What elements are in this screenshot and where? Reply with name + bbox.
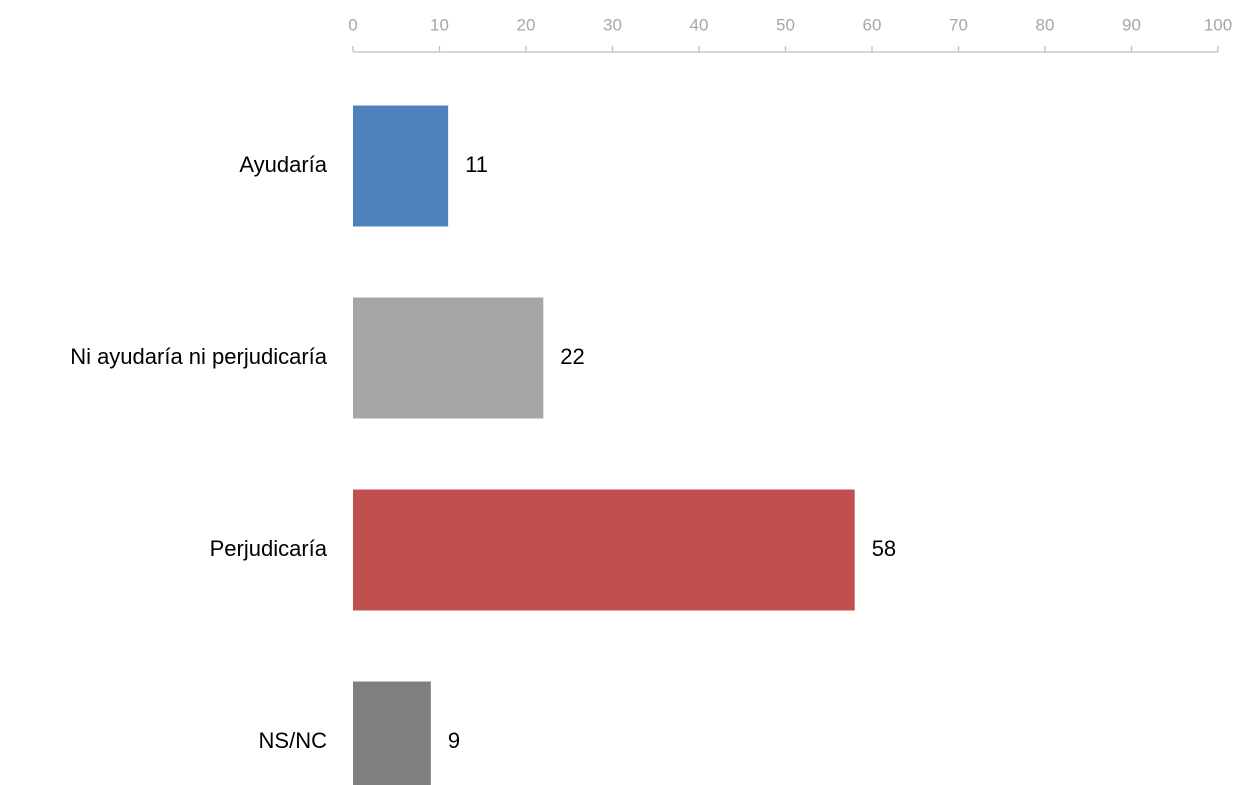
data-label: 11: [465, 152, 488, 177]
x-tick-label: 50: [776, 15, 795, 34]
bar: [353, 297, 544, 419]
bar: [353, 105, 449, 227]
data-label: 9: [448, 728, 460, 753]
bars: [353, 105, 855, 785]
x-tick-label: 20: [517, 15, 536, 34]
data-labels: 11 22 58 9: [448, 152, 896, 753]
x-axis: 0 10 20 30 40 50 60 70 80 90 100: [348, 15, 1232, 53]
category-label: Perjudicaría: [210, 536, 328, 561]
x-tick-label: 40: [690, 15, 709, 34]
x-tick-label: 10: [430, 15, 449, 34]
x-tick-label: 30: [603, 15, 622, 34]
category-label: Ayudaría: [239, 152, 327, 177]
x-tick-label: 90: [1122, 15, 1141, 34]
x-tick-label: 60: [863, 15, 882, 34]
category-label: Ni ayudaría ni perjudicaría: [70, 344, 328, 369]
x-tick-label: 100: [1204, 15, 1232, 34]
x-tick-label: 70: [949, 15, 968, 34]
data-label: 22: [560, 344, 584, 369]
category-label: NS/NC: [259, 728, 328, 753]
bar: [353, 681, 431, 785]
bar: [353, 489, 855, 611]
x-tick-label: 80: [1036, 15, 1055, 34]
x-tick-label: 0: [348, 15, 357, 34]
data-label: 58: [872, 536, 896, 561]
category-labels: Ayudaría Ni ayudaría ni perjudicaría Perju…: [70, 152, 328, 753]
